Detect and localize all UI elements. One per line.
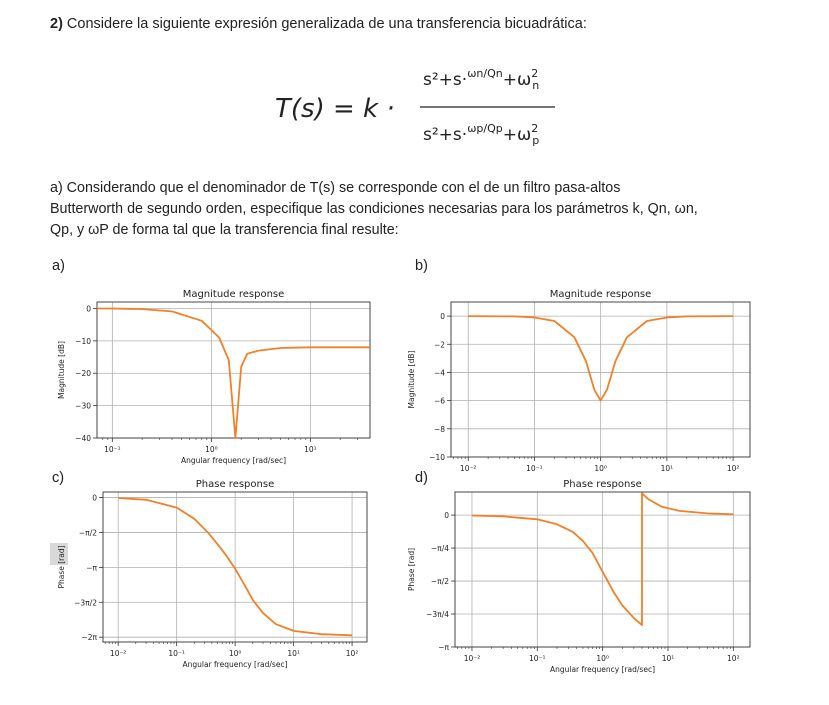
y-tick-label: 0 [86, 304, 91, 313]
plot-frame [102, 491, 368, 643]
series-line [471, 492, 734, 626]
y-tick-label: 0 [440, 312, 445, 321]
x-tick-label: 10⁰ [596, 654, 609, 663]
y-tick-label: −4 [434, 368, 445, 377]
series-line [118, 497, 353, 637]
y-tick-label: −40 [75, 434, 91, 443]
y-tick-label: 0 [92, 494, 97, 503]
x-axis-label: Angular frequency [rad/sec] [550, 665, 655, 674]
question-text: Considere la siguiente expresión general… [62, 16, 587, 32]
chart-title: Phase response [196, 479, 274, 490]
y-tick-label: −20 [75, 369, 91, 378]
x-tick-label: 10² [727, 464, 740, 473]
y-tick-label: −2 [434, 340, 445, 349]
panel-label-d: d) [415, 470, 428, 486]
y-axis-label: Magnitude [dB] [57, 341, 66, 399]
x-tick-label: 10¹ [661, 464, 674, 473]
x-tick-label: 10⁰ [594, 464, 607, 473]
chart-a: 10⁻¹ 10⁰ 10¹ 0 −10 −20 −30 −40 Magnitude respons… [57, 289, 371, 465]
chart-title: Magnitude response [183, 289, 285, 300]
y-tick-label: −2π [81, 633, 97, 642]
x-tick-label: 10⁻¹ [168, 649, 185, 658]
x-tick-label: 10² [346, 649, 359, 658]
x-tick-label: 10⁻² [460, 464, 477, 473]
chart-d: 10⁻² 10⁻¹ 10⁰ 10¹ 10² 0 −π/4 −π/2 −3π/4 −π Phase r… [407, 479, 751, 674]
formula-lhs: T(s) = k · [275, 94, 395, 124]
part-a-line1: a) Considerando que el denominador de T(… [50, 180, 621, 196]
y-tick-label: −π/2 [79, 528, 97, 537]
x-tick-label: 10⁻¹ [529, 654, 546, 663]
chart-title: Phase response [563, 479, 641, 490]
y-axis-label: Magnitude [dB] [407, 350, 416, 408]
question-heading: 2) Considere la siguiente expresión gene… [50, 16, 587, 32]
y-tick-label: −10 [429, 453, 445, 462]
y-tick-label: −3π/2 [74, 598, 97, 607]
y-axis-label: Phase [rad] [407, 548, 416, 591]
plot-frame [450, 301, 751, 458]
x-tick-label: 10² [727, 654, 740, 663]
x-tick-label: 10⁻² [110, 649, 127, 658]
plot-frame [454, 491, 751, 648]
plot-frame [96, 301, 371, 439]
x-axis-label: Angular frequency [rad/sec] [181, 456, 286, 465]
transfer-formula: T(s) = k · s²+s·ωn/Qn+ω2 n s²+s·ωp/Qp+ω2 p [275, 67, 555, 147]
y-tick-label: −π/4 [431, 544, 449, 553]
x-tick-label: 10⁻¹ [104, 445, 121, 454]
y-tick-label: −8 [434, 425, 445, 434]
x-axis-label: Angular frequency [rad/sec] [182, 660, 287, 669]
panel-label-a: a) [52, 258, 65, 274]
y-tick-label: −6 [434, 397, 445, 406]
y-tick-label: −π/2 [431, 577, 449, 586]
y-tick-label: 0 [444, 511, 449, 520]
series-line [97, 307, 370, 439]
panel-label-c: c) [52, 470, 65, 486]
x-tick-label: 10⁰ [205, 445, 218, 454]
chart-title: Magnitude response [550, 289, 652, 300]
formula-denominator: s²+s·ωp/Qp+ω2 p [423, 122, 539, 147]
y-tick-label: −30 [75, 402, 91, 411]
series-line [468, 315, 734, 402]
highlight-box [50, 543, 68, 565]
part-a-text: a) Considerando que el denominador de T(… [50, 178, 790, 241]
y-axis-label: Phase [rad] [57, 545, 66, 588]
question-number: 2) [50, 16, 63, 32]
x-tick-label: 10¹ [662, 654, 675, 663]
y-tick-label: −π [86, 563, 97, 572]
x-tick-label: 10¹ [287, 649, 300, 658]
y-tick-label: −3π/4 [426, 610, 449, 619]
x-tick-label: 10⁰ [229, 649, 242, 658]
y-tick-label: −π [438, 643, 449, 652]
x-tick-label: 10⁻² [464, 654, 481, 663]
part-a-line3: Qp, y ωP de forma tal que la transferenc… [50, 222, 399, 238]
y-tick-label: −10 [75, 337, 91, 346]
chart-b: 10⁻² 10⁻¹ 10⁰ 10¹ 10² 0 −2 −4 −6 −8 −10 Magnitude r… [407, 289, 751, 473]
x-tick-label: 10⁻¹ [526, 464, 543, 473]
x-tick-label: 10¹ [304, 445, 317, 454]
panel-label-b: b) [415, 258, 428, 274]
part-a-line2: Butterworth de segundo orden, especifiqu… [50, 201, 698, 217]
formula-numerator: s²+s·ωn/Qn+ω2 n [423, 67, 539, 92]
chart-c: 10⁻² 10⁻¹ 10⁰ 10¹ 10² 0 −π/2 −π −3π/2 −2π Phase re… [57, 479, 368, 669]
